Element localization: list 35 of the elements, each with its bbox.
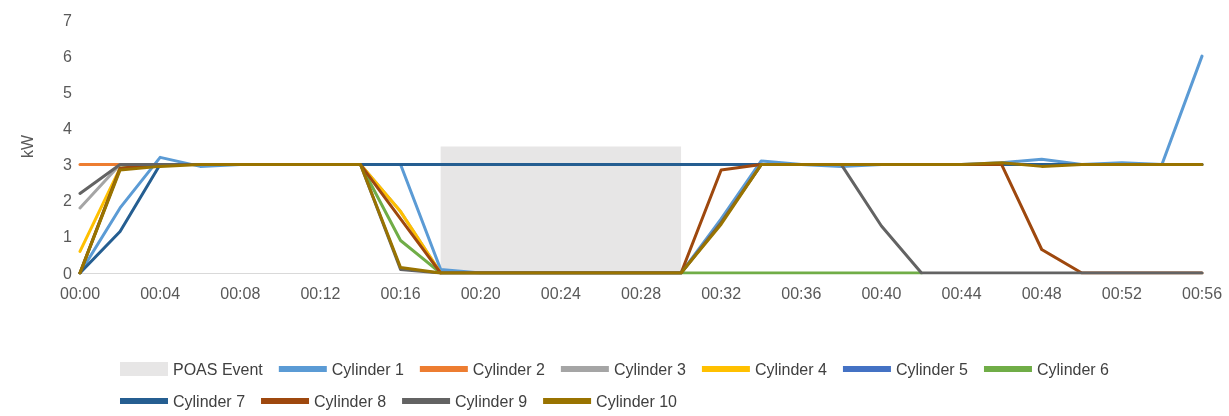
y-tick-label: 6	[63, 47, 73, 65]
x-tick-label: 00:04	[140, 284, 181, 302]
legend-label: Cylinder 5	[895, 360, 969, 378]
legend-label: Cylinder 7	[173, 392, 246, 410]
y-axis-title: kW	[18, 134, 36, 159]
x-tick-label: 00:16	[380, 284, 421, 302]
legend-label: Cylinder 2	[472, 360, 545, 378]
x-tick-label: 00:12	[300, 284, 341, 302]
y-tick-label: 0	[63, 264, 73, 282]
x-tick-label: 00:40	[861, 284, 902, 302]
x-tick-label: 00:48	[1021, 284, 1062, 302]
legend-label: POAS Event	[173, 360, 264, 378]
y-tick-label: 4	[63, 119, 73, 137]
x-tick-label: 00:52	[1101, 284, 1142, 302]
x-tick-label: 00:24	[540, 284, 581, 302]
y-tick-label: 2	[63, 192, 73, 210]
legend-label: Cylinder 9	[455, 392, 528, 410]
legend-label: Cylinder 3	[613, 360, 687, 378]
legend-label: Cylinder 8	[314, 392, 387, 410]
x-tick-label: 00:56	[1181, 284, 1223, 302]
x-tick-label: 00:20	[460, 284, 501, 302]
legend-label: Cylinder 6	[1036, 360, 1110, 378]
x-tick-label: 00:32	[701, 284, 742, 302]
y-tick-label: 5	[63, 83, 73, 101]
y-tick-label: 1	[63, 228, 73, 246]
y-tick-label: 7	[63, 11, 73, 29]
x-tick-label: 00:00	[59, 284, 101, 302]
x-tick-label: 00:44	[941, 284, 982, 302]
x-tick-label: 00:28	[620, 284, 662, 302]
legend-label: Cylinder 4	[754, 360, 828, 378]
legend-label: Cylinder 1	[331, 360, 404, 378]
legend-label: Cylinder 10	[596, 392, 678, 410]
y-tick-label: 3	[63, 156, 73, 174]
x-tick-label: 00:36	[781, 284, 822, 302]
x-tick-label: 00:08	[220, 284, 261, 302]
